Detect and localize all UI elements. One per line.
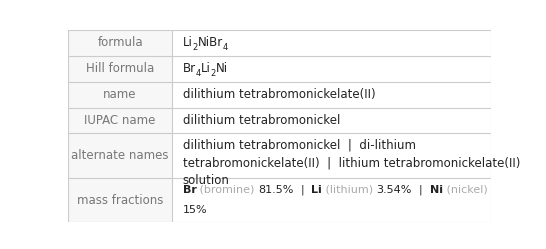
Text: Li: Li (201, 62, 211, 75)
Bar (172, 133, 491, 179)
Text: Ni: Ni (430, 185, 443, 195)
Text: Li: Li (311, 185, 322, 195)
Text: dilithium tetrabromonickelate(II): dilithium tetrabromonickelate(II) (182, 88, 375, 101)
Text: Ni: Ni (216, 62, 228, 75)
Bar (172, 30, 491, 56)
Text: Li: Li (182, 36, 192, 49)
Text: Br: Br (182, 185, 197, 195)
Text: mass fractions: mass fractions (77, 193, 163, 206)
Text: |: | (412, 185, 430, 195)
Text: (lithium): (lithium) (322, 185, 377, 195)
Text: (bromine): (bromine) (197, 185, 258, 195)
Bar (68, 133, 172, 179)
Text: dilithium tetrabromonickel: dilithium tetrabromonickel (182, 114, 340, 127)
Text: 81.5%: 81.5% (258, 185, 294, 195)
Text: formula: formula (97, 36, 143, 49)
Text: (nickel): (nickel) (443, 185, 488, 195)
Bar (172, 82, 491, 108)
Text: |: | (294, 185, 311, 195)
Text: IUPAC name: IUPAC name (85, 114, 156, 127)
Text: 4: 4 (195, 69, 201, 78)
Bar (172, 108, 491, 133)
Bar (68, 30, 172, 56)
Bar (68, 56, 172, 82)
Bar (68, 82, 172, 108)
Text: 2: 2 (211, 69, 216, 78)
Text: name: name (103, 88, 137, 101)
Bar (172, 179, 491, 222)
Text: Hill formula: Hill formula (86, 62, 154, 75)
Text: alternate names: alternate names (72, 149, 169, 162)
Text: Br: Br (182, 62, 195, 75)
Text: 15%: 15% (182, 205, 207, 215)
Bar (68, 179, 172, 222)
Bar (172, 56, 491, 82)
Bar (68, 108, 172, 133)
Text: 2: 2 (192, 43, 198, 52)
Text: 4: 4 (223, 43, 228, 52)
Text: NiBr: NiBr (198, 36, 223, 49)
Text: dilithium tetrabromonickel  |  di-lithium
tetrabromonickelate(II)  |  lithium te: dilithium tetrabromonickel | di-lithium … (182, 139, 520, 187)
Text: 3.54%: 3.54% (377, 185, 412, 195)
